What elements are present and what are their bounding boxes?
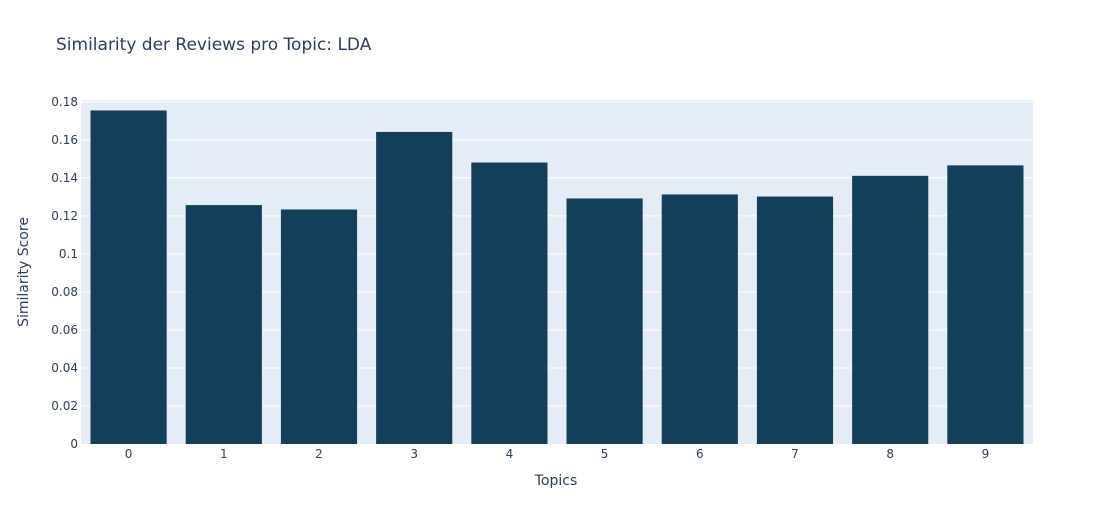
bar-topic-0[interactable] bbox=[90, 110, 167, 445]
x-tick-label: 0 bbox=[125, 447, 133, 461]
bar-topic-1[interactable] bbox=[185, 205, 262, 444]
bar-topic-7[interactable] bbox=[756, 196, 834, 444]
bar-topic-4[interactable] bbox=[471, 162, 548, 444]
y-tick-label: 0.06 bbox=[51, 323, 78, 337]
y-tick-label: 0.04 bbox=[51, 361, 78, 375]
y-tick-label: 0.02 bbox=[51, 399, 78, 413]
y-tick-label: 0.1 bbox=[59, 247, 78, 261]
y-axis-title: Similarity Score bbox=[16, 217, 32, 327]
x-tick-label: 4 bbox=[506, 447, 514, 461]
bar-topic-8[interactable] bbox=[852, 175, 929, 445]
y-axis-ticks: 0 0.02 0.04 0.06 0.08 0.1 0.12 0.14 0.16 0.18 bbox=[51, 95, 78, 451]
x-tick-label: 8 bbox=[886, 447, 894, 461]
x-tick-label: 2 bbox=[315, 447, 323, 461]
y-tick-label: 0.12 bbox=[51, 209, 78, 223]
y-tick-label: 0.08 bbox=[51, 285, 78, 299]
y-tick-label: 0.14 bbox=[51, 171, 78, 185]
x-tick-label: 7 bbox=[791, 447, 799, 461]
bar-topic-5[interactable] bbox=[566, 198, 643, 444]
x-axis-title: Topics bbox=[534, 473, 578, 489]
chart-title: Similarity der Reviews pro Topic: LDA bbox=[56, 35, 372, 55]
bar-topic-9[interactable] bbox=[947, 165, 1024, 444]
x-axis-ticks: 0 1 2 3 4 5 6 7 8 9 bbox=[125, 447, 989, 461]
bar-topic-6[interactable] bbox=[661, 194, 738, 444]
y-tick-label: 0 bbox=[70, 437, 78, 451]
x-tick-label: 9 bbox=[982, 447, 990, 461]
bar-topic-2[interactable] bbox=[280, 209, 358, 444]
y-tick-label: 0.16 bbox=[51, 133, 78, 147]
x-tick-label: 1 bbox=[220, 447, 228, 461]
y-tick-label: 0.18 bbox=[51, 95, 78, 109]
bars bbox=[90, 110, 1024, 445]
x-tick-label: 3 bbox=[410, 447, 418, 461]
x-tick-label: 6 bbox=[696, 447, 704, 461]
bar-topic-3[interactable] bbox=[376, 131, 453, 445]
x-tick-label: 5 bbox=[601, 447, 609, 461]
